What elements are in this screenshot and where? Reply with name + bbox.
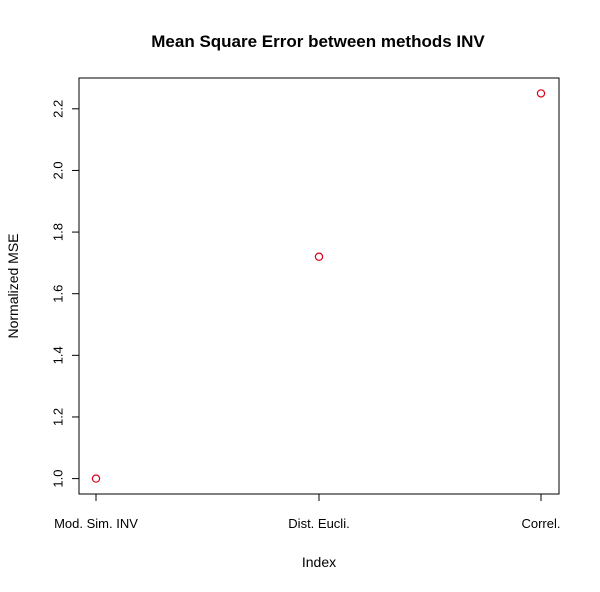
data-points [91, 89, 546, 483]
data-point [314, 252, 324, 261]
data-point [91, 474, 101, 483]
y-tick-label: 2.0 [51, 161, 66, 179]
y-tick-label: 1.6 [51, 285, 66, 303]
x-tick-label: Correl. [521, 516, 560, 531]
y-axis: 1.0 1.2 1.4 1.6 1.8 2.0 2.2 [51, 100, 80, 488]
y-axis-label: Normalized MSE [5, 233, 21, 338]
y-tick-label: 1.4 [51, 346, 66, 364]
y-tick-label: 1.8 [51, 223, 66, 241]
data-point [536, 89, 546, 98]
x-tick-label: Mod. Sim. INV [54, 516, 138, 531]
y-tick-label: 2.2 [51, 100, 66, 118]
y-tick-label: 1.0 [51, 470, 66, 488]
y-tick-label: 1.2 [51, 408, 66, 426]
chart-title: Mean Square Error between methods INV [151, 32, 485, 51]
x-tick-label: Dist. Eucli. [288, 516, 349, 531]
x-axis-label: Index [302, 554, 336, 570]
x-axis: Mod. Sim. INV Dist. Eucli. Correl. [54, 493, 561, 531]
plot-frame [78, 77, 560, 495]
